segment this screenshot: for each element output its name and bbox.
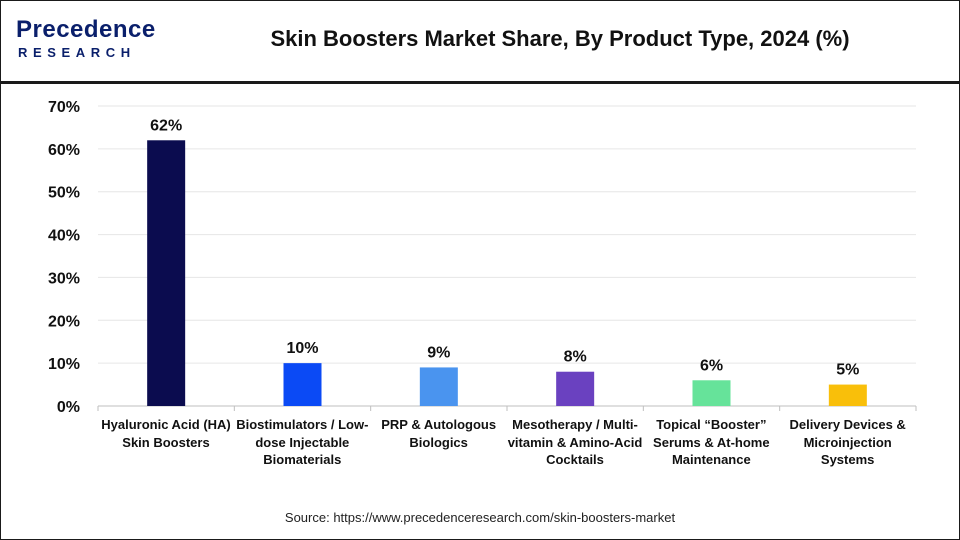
data-label: 62% bbox=[150, 117, 182, 134]
bar bbox=[692, 380, 731, 406]
y-tick-label: 40% bbox=[48, 228, 80, 245]
y-tick-label: 70% bbox=[48, 99, 80, 116]
x-tick-label: Mesotherapy / Multi-vitamin & Amino-Acid… bbox=[507, 417, 643, 467]
x-tick-label: Biostimulators / Low-dose Injectable Bio… bbox=[236, 417, 369, 467]
y-tick-label: 30% bbox=[48, 270, 80, 287]
source-note: Source: https://www.precedenceresearch.c… bbox=[284, 510, 676, 525]
data-label: 5% bbox=[836, 362, 859, 379]
x-tick-label: PRP & Autologous Biologics bbox=[381, 417, 497, 450]
header-divider bbox=[0, 81, 960, 84]
y-tick-label: 10% bbox=[48, 356, 80, 373]
bar bbox=[419, 367, 458, 406]
bar bbox=[556, 371, 595, 406]
chart-title: Skin Boosters Market Share, By Product T… bbox=[270, 26, 850, 51]
data-label: 6% bbox=[700, 357, 723, 374]
bar bbox=[147, 140, 186, 407]
x-tick-label: Delivery Devices & Microinjection System… bbox=[789, 417, 906, 467]
data-label: 9% bbox=[427, 344, 450, 361]
bar bbox=[283, 363, 322, 406]
brand-logo-subtitle: RESEARCH bbox=[18, 45, 136, 60]
data-label: 10% bbox=[286, 340, 318, 357]
header: Precedence RESEARCH Skin Boosters Market… bbox=[0, 0, 960, 80]
y-tick-label: 50% bbox=[48, 185, 80, 202]
bar bbox=[828, 384, 867, 406]
y-tick-label: 20% bbox=[48, 313, 80, 330]
brand-logo-name: Precedence bbox=[16, 16, 156, 43]
y-tick-label: 60% bbox=[48, 142, 80, 159]
data-label: 8% bbox=[564, 349, 587, 366]
x-tick-label: Topical “Booster” Serums & At-home Maint… bbox=[653, 417, 770, 467]
x-tick-label: Hyaluronic Acid (HA) Skin Boosters bbox=[101, 417, 231, 450]
brand-logo: Precedence RESEARCH bbox=[16, 16, 166, 66]
y-tick-label: 0% bbox=[57, 399, 80, 416]
